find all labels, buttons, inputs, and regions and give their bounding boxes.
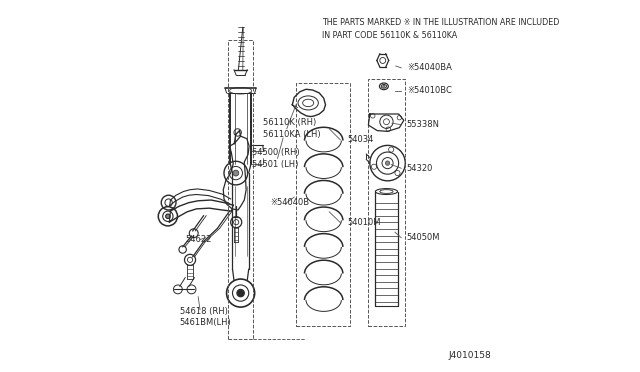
Text: 55338N: 55338N xyxy=(407,120,440,129)
Text: 54010M: 54010M xyxy=(348,218,381,227)
Circle shape xyxy=(233,170,239,176)
Bar xyxy=(368,79,405,326)
Circle shape xyxy=(166,214,170,218)
Text: 54500 (RH)
54501 (LH): 54500 (RH) 54501 (LH) xyxy=(252,148,300,169)
Circle shape xyxy=(385,161,390,165)
Text: 54622: 54622 xyxy=(185,235,212,244)
Text: 54618 (RH)
5461BM(LH): 54618 (RH) 5461BM(LH) xyxy=(180,307,232,327)
Circle shape xyxy=(237,289,244,297)
Text: THE PARTS MARKED ※ IN THE ILLUSTRATION ARE INCLUDED
IN PART CODE 56110K & 56110K: THE PARTS MARKED ※ IN THE ILLUSTRATION A… xyxy=(322,18,559,39)
Text: J4010158: J4010158 xyxy=(449,350,492,359)
Text: ※54040BA: ※54040BA xyxy=(407,63,452,72)
Ellipse shape xyxy=(383,86,385,87)
Text: ※54040B: ※54040B xyxy=(270,198,309,207)
Text: 56110K (RH)
56110KA (LH): 56110K (RH) 56110KA (LH) xyxy=(263,118,321,139)
Text: ※54010BC: ※54010BC xyxy=(407,86,452,95)
Bar xyxy=(296,83,349,326)
Text: 54050M: 54050M xyxy=(407,233,440,242)
Text: 54034: 54034 xyxy=(348,135,374,144)
Text: 54320: 54320 xyxy=(407,164,433,173)
